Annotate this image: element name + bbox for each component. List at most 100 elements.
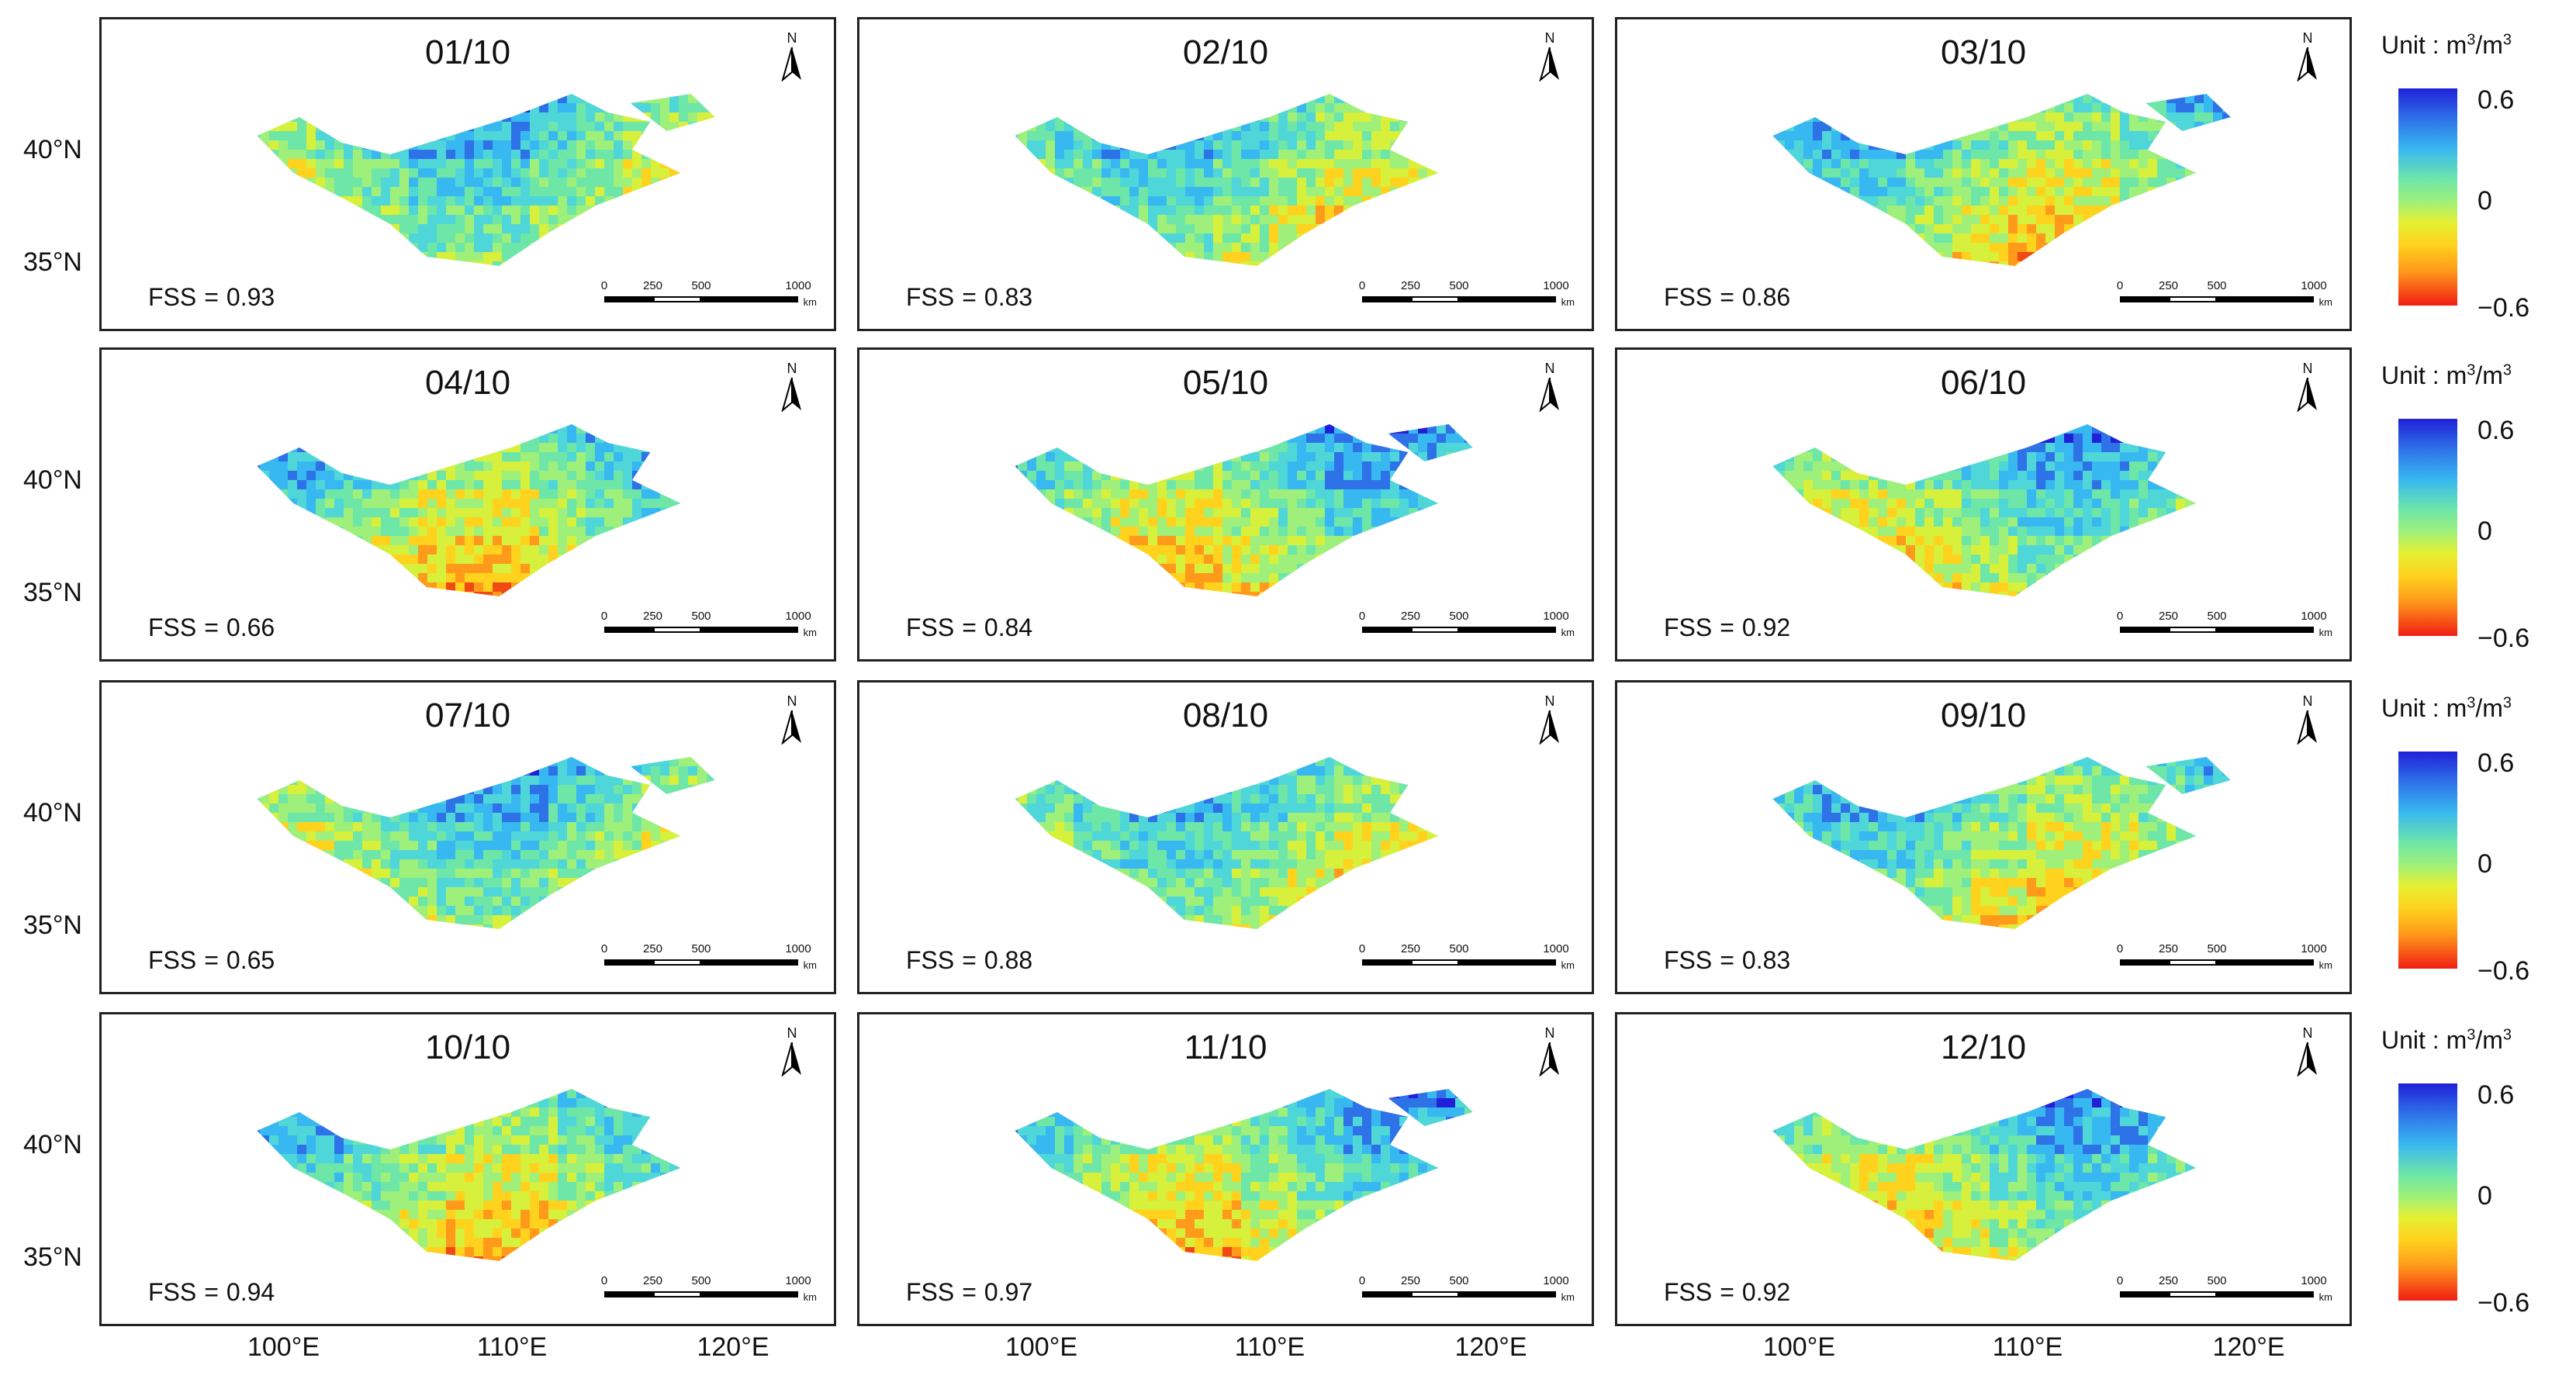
scale-bar-segment [652, 1291, 701, 1297]
north-label: N [2302, 30, 2313, 46]
fss-equals: = [962, 946, 977, 974]
fss-label: FSS [1664, 946, 1713, 974]
longitude-label: 100°E [1762, 1332, 1836, 1362]
scale-bar-unit: km [1561, 1291, 1575, 1303]
fss-value: 0.94 [226, 1278, 275, 1306]
scale-bar: 0 250 500 1000 km [2116, 942, 2332, 973]
legend-unit-label: Unit : m3/m3 [2381, 694, 2512, 723]
scale-bar-tick: 250 [2158, 1274, 2179, 1287]
scale-bar-segment [1459, 1291, 1556, 1297]
legend-mid-value: 0 [2477, 186, 2492, 216]
fss-label: FSS [906, 1278, 955, 1306]
scale-bar-tick: 250 [2158, 279, 2179, 292]
colorbar-legend: Unit : m3/m3 0.6 0 −0.6 [2374, 1026, 2575, 1336]
north-arrow-icon: N [776, 30, 807, 92]
fss-label: FSS [906, 613, 955, 641]
scale-bar-tick: 0 [2116, 610, 2124, 623]
colorbar [2398, 752, 2457, 969]
scale-bar-segment [1362, 959, 1411, 966]
fss-label: FSS [906, 946, 955, 974]
latitude-label: 35°N [23, 578, 82, 607]
north-label: N [2302, 693, 2313, 709]
fss-equals: = [962, 613, 977, 641]
panel-date-title: 07/10 [424, 696, 511, 734]
legend-unit-exponent: 3 [2467, 361, 2476, 379]
fss-value: 0.93 [226, 283, 275, 311]
fss-score: FSS = 0.84 [906, 613, 1032, 642]
scale-bar-unit: km [1561, 627, 1575, 638]
scale-bar-tick: 0 [1358, 610, 1366, 623]
scale-bar-segment [1362, 1291, 1411, 1297]
fss-value: 0.66 [226, 613, 275, 641]
scale-bar-segment [2217, 627, 2314, 633]
scale-bar-tick: 1000 [2301, 1274, 2327, 1287]
soil-moisture-map [1015, 757, 1439, 929]
fss-label: FSS [906, 283, 955, 311]
longitude-label: 110°E [1992, 1332, 2063, 1362]
fss-score: FSS = 0.92 [1664, 1278, 1790, 1307]
north-arrow-icon: N [1534, 693, 1565, 755]
legend-unit-label: Unit : m3/m3 [2381, 31, 2512, 60]
scale-bar-segment [2120, 296, 2169, 302]
fss-score: FSS = 0.65 [148, 946, 275, 975]
scale-bar-segment [604, 627, 653, 633]
scale-bar-tick: 500 [1449, 610, 1469, 623]
scale-bar-unit: km [2318, 627, 2332, 638]
fss-equals: = [1720, 613, 1734, 641]
panel-date-title: 03/10 [1940, 33, 2027, 71]
north-arrow-icon: N [2292, 693, 2323, 755]
scale-bar-tick: 250 [642, 1274, 663, 1287]
panel-date-title: 10/10 [424, 1028, 511, 1066]
scale-bar-tick: 500 [691, 942, 711, 955]
map-panel: 12/10 FSS = 0.92 N 0 250 500 1000 km [1615, 1012, 2352, 1326]
panel-date-title: 08/10 [1182, 696, 1269, 734]
north-label: N [1544, 30, 1555, 46]
scale-bar-tick: 0 [2116, 942, 2124, 955]
north-arrow-icon: N [776, 1025, 807, 1087]
map-panel: 05/10 FSS = 0.84 N 0 250 500 1000 km [857, 347, 1594, 662]
fss-equals: = [204, 283, 219, 311]
scale-bar-tick: 1000 [2301, 279, 2327, 292]
fss-value: 0.97 [984, 1278, 1033, 1306]
scale-bar-segment [2168, 959, 2217, 966]
map-panel: 09/10 FSS = 0.83 N 0 250 500 1000 km [1615, 680, 2352, 994]
legend-max-value: 0.6 [2477, 748, 2515, 778]
colorbar-legend: Unit : m3/m3 0.6 0 −0.6 [2374, 361, 2575, 672]
scale-bar-segment [2168, 296, 2217, 302]
scale-bar-segment [652, 296, 701, 302]
fss-score: FSS = 0.83 [906, 283, 1032, 312]
fss-score: FSS = 0.66 [148, 613, 275, 642]
scale-bar-tick: 0 [600, 1274, 608, 1287]
scale-bar-tick: 1000 [785, 1274, 811, 1287]
scale-bar-unit: km [2318, 1291, 2332, 1303]
scale-bar-segment [1410, 627, 1459, 633]
scale-bar-tick: 1000 [785, 610, 811, 623]
north-label: N [787, 1025, 797, 1041]
panel-date-title: 12/10 [1940, 1028, 2027, 1066]
north-label: N [787, 361, 797, 376]
scale-bar: 0 250 500 1000 km [601, 279, 817, 310]
scale-bar-tick: 1000 [785, 279, 811, 292]
scale-bar: 0 250 500 1000 km [2117, 279, 2332, 310]
scale-bar-segment [2217, 959, 2314, 966]
scale-bar-segment [701, 296, 798, 302]
fss-equals: = [1720, 946, 1734, 974]
scale-bar-tick: 250 [642, 279, 663, 292]
scale-bar-tick: 0 [1358, 1274, 1366, 1287]
scale-bar: 0 250 500 1000 km [1358, 942, 1575, 973]
scale-bar-segment [1410, 959, 1459, 966]
scale-bar-unit: km [2318, 296, 2332, 308]
legend-min-value: −0.6 [2477, 624, 2530, 653]
north-arrow-icon: N [1534, 361, 1565, 423]
scale-bar-tick: 1000 [1543, 1274, 1569, 1287]
north-label: N [787, 693, 797, 709]
scale-bar-tick: 0 [1358, 942, 1366, 955]
legend-max-value: 0.6 [2477, 1080, 2515, 1110]
scale-bar-tick: 250 [2158, 610, 2179, 623]
legend-mid-value: 0 [2477, 1181, 2492, 1211]
fss-label: FSS [1664, 613, 1713, 641]
scale-bar-tick: 1000 [785, 942, 811, 955]
scale-bar-segment [2120, 959, 2169, 966]
fss-label: FSS [148, 946, 197, 974]
